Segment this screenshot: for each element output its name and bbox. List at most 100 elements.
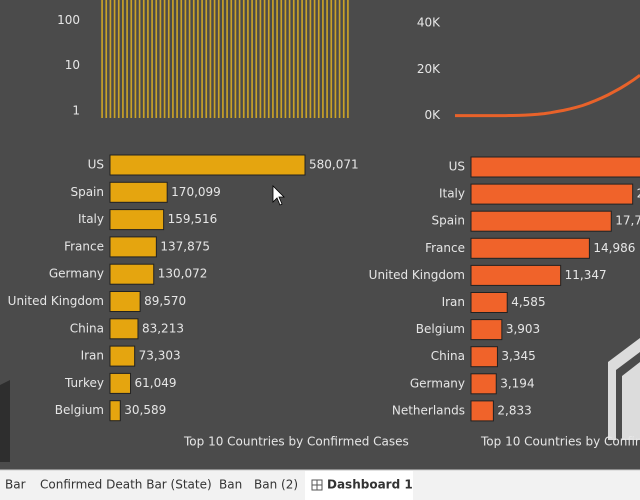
category-label: France <box>64 239 104 253</box>
bar <box>109 372 132 394</box>
data-label: 30,589 <box>124 403 166 417</box>
bar <box>109 0 112 118</box>
bar <box>470 183 634 205</box>
data-label: 89,570 <box>144 294 186 308</box>
bar <box>138 0 141 118</box>
bar <box>326 0 328 118</box>
data-label: 3,903 <box>506 322 540 336</box>
bar <box>230 0 233 118</box>
category-label: France <box>425 241 465 255</box>
plot <box>455 73 640 118</box>
category-label: United Kingdom <box>8 294 104 308</box>
data-label: 14,986 <box>593 241 635 255</box>
y-tick-label: 0K <box>424 108 441 122</box>
bar <box>222 0 224 118</box>
bar <box>192 0 195 118</box>
bar <box>213 0 216 118</box>
category-label: Belgium <box>416 322 465 336</box>
bar <box>226 0 228 118</box>
bar <box>297 0 299 118</box>
active-tab[interactable] <box>305 471 413 500</box>
bar <box>109 291 141 312</box>
y-tick-label: 40K <box>417 16 441 30</box>
tab-icon <box>311 479 323 491</box>
bar <box>180 0 183 118</box>
category-label: US <box>88 158 104 172</box>
bar <box>470 346 498 368</box>
bar <box>109 209 165 231</box>
bar <box>201 0 203 118</box>
category-label: Italy <box>78 212 104 226</box>
category-label: Turkey <box>64 376 104 390</box>
bar <box>280 0 283 118</box>
data-label: 2,833 <box>497 403 531 417</box>
bar <box>217 0 220 118</box>
data-label: 580,071 <box>309 158 359 172</box>
tab[interactable]: Ban <box>219 478 242 492</box>
y-tick-label: 10 <box>65 58 80 72</box>
bar <box>134 0 137 118</box>
tab[interactable]: Dashboard 1 <box>327 478 413 492</box>
bar <box>342 0 345 118</box>
data-label: 159,516 <box>168 212 218 226</box>
category-label: Germany <box>410 376 465 390</box>
background <box>0 0 640 470</box>
bar <box>130 0 133 118</box>
bar <box>267 0 270 118</box>
data-label: 170,099 <box>171 185 221 199</box>
bar <box>470 400 494 422</box>
category-label: Spain <box>70 185 104 199</box>
bar <box>155 0 158 118</box>
y-tick-label: 1 <box>72 103 80 117</box>
category-label: Iran <box>81 349 104 363</box>
tab[interactable]: Ban (2) <box>254 478 298 492</box>
bar <box>109 263 155 285</box>
data-label: 3,345 <box>501 349 535 363</box>
category-label: US <box>449 160 465 174</box>
bar <box>301 0 303 118</box>
data-label: 61,049 <box>135 376 177 390</box>
cursor <box>272 185 285 206</box>
data-label: 83,213 <box>142 321 184 335</box>
bar <box>109 318 139 340</box>
bar <box>105 0 108 118</box>
bar <box>338 0 341 118</box>
data-label: 130,072 <box>158 267 208 281</box>
logo-cut <box>616 352 640 440</box>
y-tick-label: 20K <box>417 62 441 76</box>
bar <box>117 0 120 118</box>
bar <box>205 0 208 118</box>
bar <box>113 0 116 118</box>
bar <box>147 0 149 118</box>
category-label: United Kingdom <box>369 268 465 282</box>
category-label: Belgium <box>55 403 104 417</box>
bar <box>176 0 178 118</box>
bar <box>151 0 153 118</box>
bar <box>109 345 136 367</box>
category-label: Italy <box>439 187 465 201</box>
bar <box>272 0 274 118</box>
decoration <box>0 380 10 462</box>
data-label: 4,585 <box>511 295 545 309</box>
bar <box>109 181 168 203</box>
data-label: 137,875 <box>160 239 210 253</box>
bar <box>470 292 508 313</box>
bar <box>470 237 590 259</box>
bar <box>159 0 162 118</box>
bar <box>234 0 237 118</box>
bar <box>470 319 503 341</box>
bar <box>109 236 157 258</box>
category-label: Iran <box>442 295 465 309</box>
data-label: 3,194 <box>500 376 534 390</box>
bar <box>184 0 187 118</box>
data-label: 73,303 <box>139 349 181 363</box>
bar <box>238 0 241 118</box>
bar <box>109 400 121 422</box>
tab[interactable]: Bar <box>5 478 26 492</box>
bar <box>142 0 145 118</box>
bar <box>188 0 191 118</box>
tab[interactable]: Confirmed Death Bar (State) <box>40 478 212 492</box>
bar <box>313 0 316 118</box>
